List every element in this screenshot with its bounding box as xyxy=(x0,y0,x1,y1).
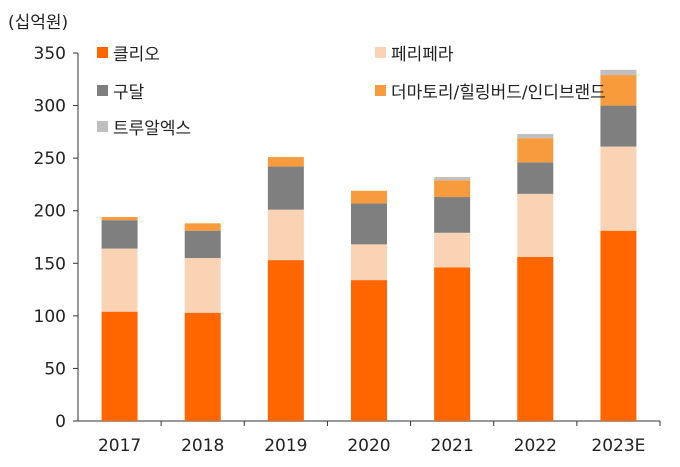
legend-item: 클리오 xyxy=(97,40,160,65)
bar-segment xyxy=(101,248,138,312)
bar-segment xyxy=(600,75,637,106)
bar-segment xyxy=(517,133,554,139)
bar-segment xyxy=(600,146,637,231)
bar-segment xyxy=(267,157,304,167)
y-tick-label: 0 xyxy=(55,412,66,432)
y-tick-label: 350 xyxy=(34,44,66,64)
bar-segment xyxy=(184,223,221,231)
bar-segment xyxy=(517,138,554,163)
bar-segment xyxy=(434,232,471,268)
legend-label: 클리오 xyxy=(113,45,160,65)
y-tick-label: 150 xyxy=(34,254,66,274)
bar-segment xyxy=(600,69,637,76)
bar-segment xyxy=(351,203,387,245)
bar-segment xyxy=(434,177,471,181)
legend-label: 페리페라 xyxy=(391,45,454,65)
bar-segment xyxy=(517,256,554,421)
bar-segment xyxy=(267,209,304,261)
bar-segment xyxy=(184,230,221,259)
y-tick-label: 100 xyxy=(34,307,66,327)
y-tick-label: 250 xyxy=(34,149,66,169)
bar-segment xyxy=(184,312,221,421)
x-tick-label: 2019 xyxy=(264,436,307,456)
bar-segment xyxy=(101,220,138,249)
bar-segment xyxy=(600,105,637,147)
legend-item: 트루알엑스 xyxy=(97,114,191,139)
x-tick-label: 2021 xyxy=(431,436,474,456)
legend-swatch xyxy=(97,85,108,96)
legend-label: 더마토리/힐링버드/인디브랜드 xyxy=(391,83,606,103)
legend-swatch xyxy=(97,121,108,132)
x-tick-label: 2023E xyxy=(591,436,645,456)
x-tick-label: 2018 xyxy=(181,436,224,456)
bar-segment xyxy=(434,180,471,198)
bar-segment xyxy=(267,166,304,210)
y-tick-label: 200 xyxy=(34,202,66,222)
bar-segment xyxy=(351,190,387,204)
bar-segment xyxy=(351,280,387,421)
legend-item: 페리페라 xyxy=(375,40,454,65)
x-tick-label: 2020 xyxy=(347,436,390,456)
bar-segment xyxy=(434,197,471,233)
bar-segment xyxy=(517,162,554,194)
bar-segment xyxy=(184,258,221,313)
y-tick-label: 300 xyxy=(34,97,66,117)
legend-label: 구달 xyxy=(113,83,145,103)
legend-swatch xyxy=(97,47,108,58)
bar-segment xyxy=(600,230,637,421)
legend-swatch xyxy=(375,47,386,58)
y-tick-label: 50 xyxy=(44,359,66,379)
bar-segment xyxy=(101,311,138,421)
x-tick-label: 2022 xyxy=(514,436,557,456)
bar-segment xyxy=(351,244,387,281)
bar-segment xyxy=(434,267,471,421)
bar-segment xyxy=(517,193,554,257)
bar-segment xyxy=(101,217,138,221)
legend-item: 구달 xyxy=(97,78,144,103)
legend-swatch xyxy=(375,85,386,96)
legend-label: 트루알엑스 xyxy=(113,119,192,139)
y-axis-unit-label: (십억원) xyxy=(8,13,69,33)
legend-item: 더마토리/힐링버드/인디브랜드 xyxy=(375,78,606,103)
x-tick-label: 2017 xyxy=(98,436,141,456)
bar-segment xyxy=(267,260,304,421)
